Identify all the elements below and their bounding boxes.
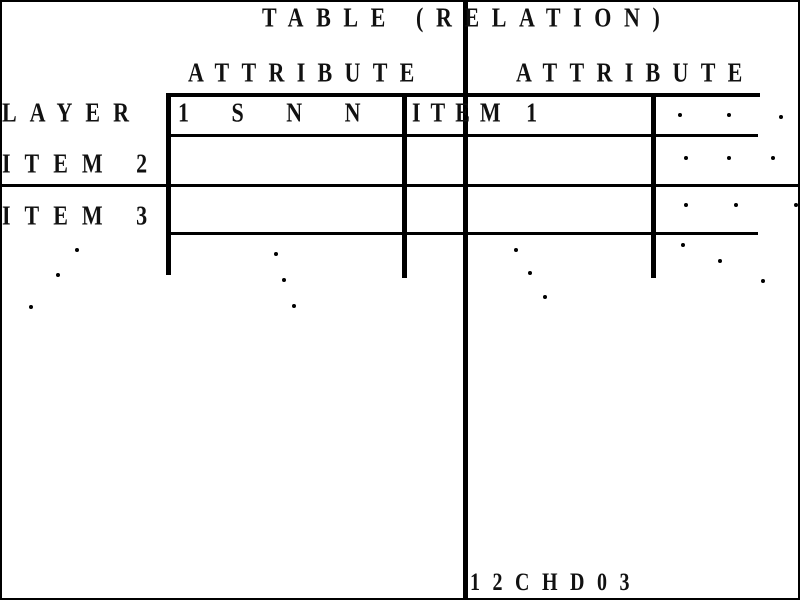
ellipsis-dot	[684, 156, 688, 160]
ellipsis-dot	[528, 271, 532, 275]
ellipsis-dot	[761, 279, 765, 283]
table-column-line	[651, 93, 656, 278]
ellipsis-dot	[543, 295, 547, 299]
ellipsis-dot	[718, 259, 722, 263]
table-title: TABLE (RELATION)	[262, 1, 673, 33]
table-row-line	[168, 184, 758, 187]
ellipsis-dot	[779, 115, 783, 119]
table-row-line	[168, 134, 758, 137]
footer-code: 12CHD03	[470, 568, 642, 597]
ellipsis-dot	[727, 113, 731, 117]
table-top-line	[168, 93, 760, 97]
ellipsis-dot	[292, 304, 296, 308]
row-label-item-2: ITEM 2	[2, 147, 162, 179]
ellipsis-dot	[514, 248, 518, 252]
row-label-layer: LAYER	[2, 96, 142, 128]
ellipsis-dot	[681, 243, 685, 247]
ellipsis-dot	[56, 273, 60, 277]
ellipsis-dot	[282, 278, 286, 282]
table-row-line	[168, 232, 758, 235]
attribute-label-2: ATTRIBUTE	[516, 56, 755, 88]
ellipsis-dot	[678, 113, 682, 117]
row-label-item-3: ITEM 3	[2, 199, 162, 231]
ellipsis-dot	[29, 305, 33, 309]
ellipsis-dot	[684, 203, 688, 207]
ellipsis-dot	[274, 252, 278, 256]
ellipsis-dot	[75, 248, 79, 252]
table-column-line	[166, 93, 171, 275]
ellipsis-dot	[794, 203, 798, 207]
cell-1-s-n-n: 1 S N N	[178, 96, 380, 128]
ellipsis-dot	[771, 156, 775, 160]
table-column-line	[402, 93, 407, 278]
vertical-divider	[463, 0, 468, 600]
attribute-label-1: ATTRIBUTE	[188, 56, 427, 88]
ellipsis-dot	[727, 156, 731, 160]
cell-item-1: ITEM 1	[412, 96, 548, 128]
ellipsis-dot	[734, 203, 738, 207]
